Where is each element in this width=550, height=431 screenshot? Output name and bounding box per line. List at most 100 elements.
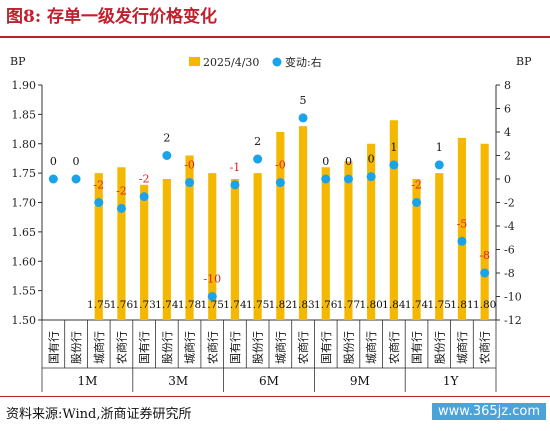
bar xyxy=(162,179,171,320)
watermark: www.365jz.com xyxy=(432,403,546,420)
footer-divider xyxy=(0,396,550,397)
bar xyxy=(321,167,330,320)
left-tick-label: 1.50 xyxy=(12,314,37,327)
bar-value-label: 1.76 xyxy=(314,299,338,311)
change-dot xyxy=(207,292,217,301)
change-label: 1 xyxy=(436,141,443,154)
bar xyxy=(298,126,308,320)
category-label: 国有行 xyxy=(319,331,333,364)
category-label: 股份行 xyxy=(252,331,265,364)
left-tick-label: 1.60 xyxy=(12,255,37,268)
change-label: 0 xyxy=(368,153,375,166)
change-dot xyxy=(230,180,240,190)
change-dot xyxy=(412,198,422,207)
category-label: 股份行 xyxy=(70,331,83,364)
right-tick-label: 0 xyxy=(504,173,511,186)
change-dot xyxy=(139,192,149,202)
category-label: 农商行 xyxy=(387,331,401,364)
change-dot xyxy=(253,154,263,164)
right-tick-label: -4 xyxy=(504,220,515,233)
bar xyxy=(344,161,353,320)
bar-value-label: 1.75 xyxy=(428,299,451,311)
bar-value-label: 1.83 xyxy=(291,299,314,311)
change-dot xyxy=(366,172,376,182)
bar xyxy=(367,143,376,320)
change-label: 1 xyxy=(390,141,397,154)
change-label: -8 xyxy=(479,249,490,262)
right-tick-label: -10 xyxy=(504,291,522,304)
change-label: 0 xyxy=(73,155,80,168)
category-label: 城商行 xyxy=(183,331,197,364)
change-label: 0 xyxy=(322,155,329,168)
left-axis-unit: BP xyxy=(10,55,26,68)
bar-value-label: 1.80 xyxy=(359,299,382,311)
bar-value-label: 1.74 xyxy=(223,299,247,311)
category-label: 农商行 xyxy=(205,331,219,364)
bar-value-label: 1.76 xyxy=(110,299,134,311)
bar xyxy=(208,173,217,320)
change-label: -1 xyxy=(230,161,241,174)
bar xyxy=(389,120,398,320)
left-tick-label: 1.80 xyxy=(12,138,37,151)
left-tick-label: 1.90 xyxy=(12,79,37,92)
category-label: 农商行 xyxy=(478,331,492,364)
category-label: 国有行 xyxy=(137,331,151,364)
right-tick-label: -2 xyxy=(504,197,515,210)
change-label: 5 xyxy=(300,94,307,107)
right-tick-label: -12 xyxy=(504,314,522,327)
category-label: 城商行 xyxy=(92,331,106,364)
change-dot xyxy=(275,178,285,188)
left-tick-label: 1.55 xyxy=(12,285,37,298)
bar xyxy=(140,184,149,320)
group-label: 9M xyxy=(350,374,370,388)
legend-label-bar: 2025/4/30 xyxy=(203,56,259,69)
bar xyxy=(185,155,194,320)
change-label: 2 xyxy=(163,132,170,145)
change-label: -2 xyxy=(139,173,150,186)
category-label: 国有行 xyxy=(228,331,242,364)
change-dot xyxy=(389,160,399,170)
right-tick-label: -8 xyxy=(504,267,515,280)
bar-value-label: 1.82 xyxy=(269,299,292,311)
category-label: 国有行 xyxy=(46,331,60,364)
page-title: 图8: 存单一级发行价格变化 xyxy=(6,7,218,27)
right-tick-label: 4 xyxy=(504,126,511,139)
category-label: 农商行 xyxy=(296,331,310,364)
bar-value-label: 1.75 xyxy=(201,299,224,311)
change-label: -2 xyxy=(93,179,104,192)
bar xyxy=(230,179,240,320)
change-dot xyxy=(343,174,353,184)
change-dot xyxy=(116,203,126,213)
change-label: -10 xyxy=(203,273,221,286)
bar-value-label: 1.80 xyxy=(473,299,496,311)
right-axis-unit: BP xyxy=(516,55,532,68)
right-tick-label: 6 xyxy=(504,103,511,116)
category-label: 城商行 xyxy=(455,331,469,364)
bar xyxy=(117,167,126,320)
bar xyxy=(276,132,285,320)
change-label: 0 xyxy=(50,155,57,168)
bar-value-label: 1.81 xyxy=(450,299,473,311)
left-tick-label: 1.65 xyxy=(12,226,37,239)
change-dot xyxy=(457,236,467,246)
bar-value-label: 1.75 xyxy=(87,299,110,311)
bar xyxy=(480,143,489,320)
bar xyxy=(412,179,421,320)
left-tick-label: 1.70 xyxy=(12,197,37,210)
change-label: -0 xyxy=(275,159,286,172)
category-label: 股份行 xyxy=(433,331,446,364)
bar-value-label: 1.73 xyxy=(132,299,155,311)
bar-value-label: 1.75 xyxy=(246,299,269,311)
bar xyxy=(253,173,262,320)
change-dot xyxy=(321,174,331,184)
change-dot xyxy=(185,178,195,188)
change-dot xyxy=(48,174,58,184)
change-dot xyxy=(162,151,172,160)
change-label: 2 xyxy=(254,135,261,148)
category-label: 城商行 xyxy=(273,331,287,364)
bar-value-label: 1.74 xyxy=(405,299,429,311)
group-label: 1M xyxy=(77,374,97,388)
group-label: 3M xyxy=(168,374,188,388)
legend-swatch-bar xyxy=(189,57,200,66)
